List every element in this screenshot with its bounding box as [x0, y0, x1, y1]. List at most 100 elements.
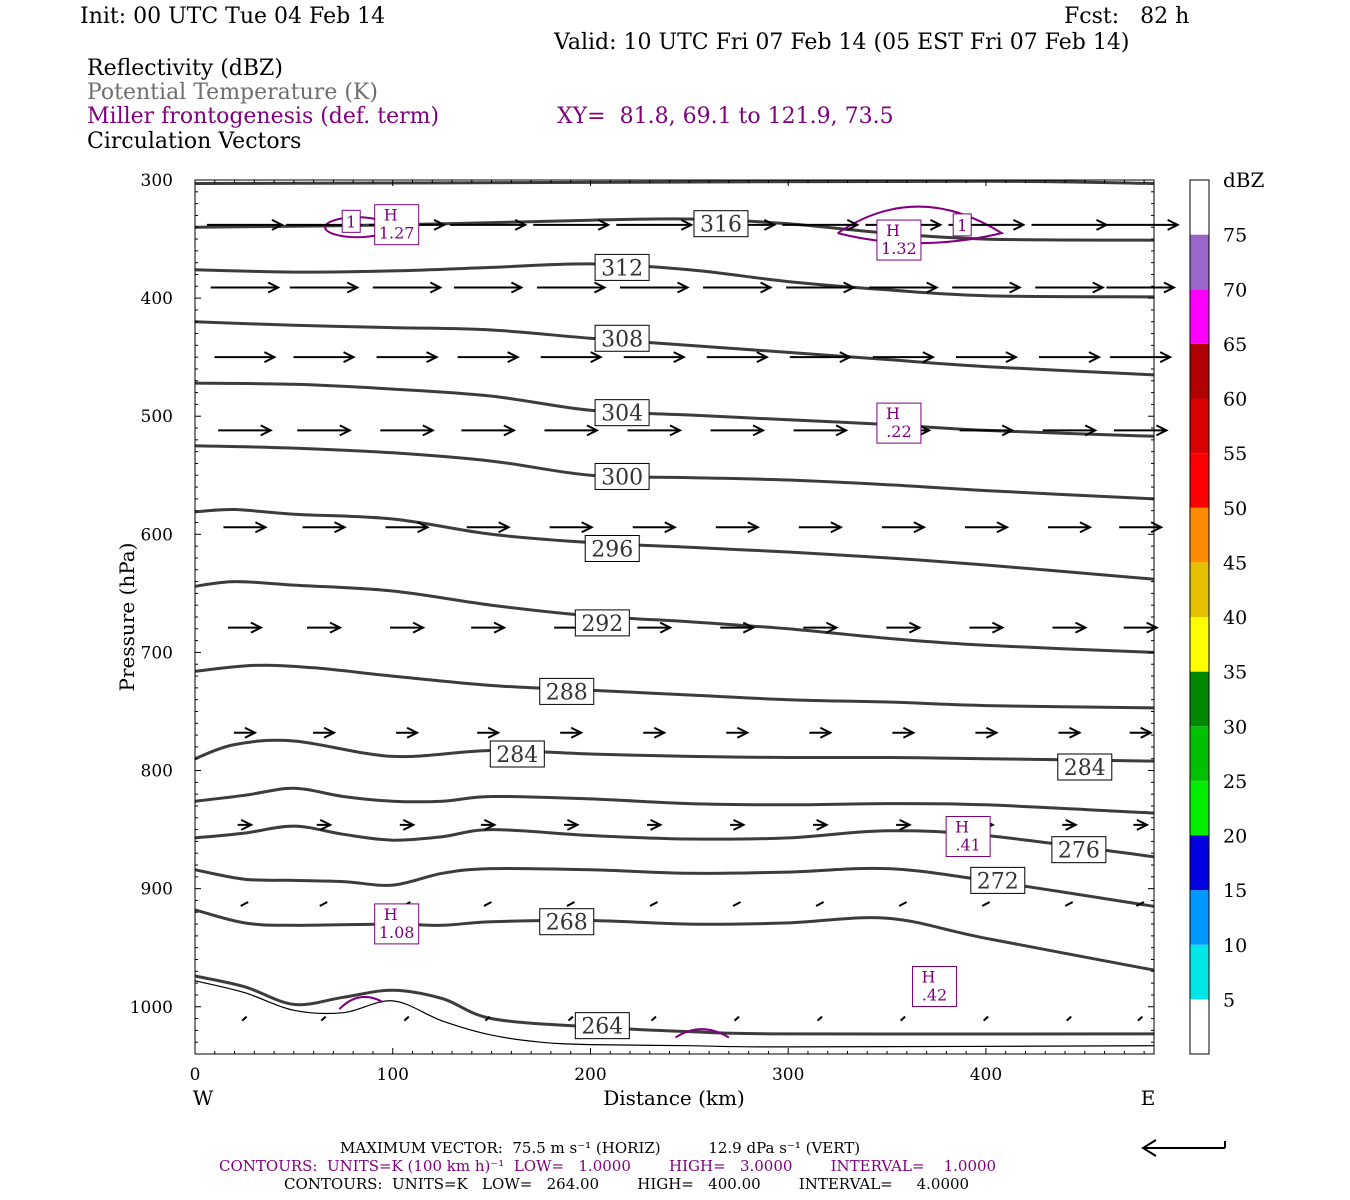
circulation-vector-head [254, 521, 268, 534]
theta-label: 292 [581, 612, 623, 637]
frontogenesis-high-value: 1.27 [379, 224, 415, 243]
circulation-vector-head [835, 424, 849, 437]
frontogenesis-high-value: .42 [922, 985, 947, 1004]
circulation-vector-head [339, 424, 353, 437]
colorbar-segment [1190, 890, 1209, 945]
circulation-vector-head [498, 521, 511, 534]
theta-contour-276 [194, 824, 1155, 859]
circulation-vector-head [760, 281, 773, 294]
circulation-vector-head [985, 726, 999, 739]
circulation-vector [650, 1015, 657, 1022]
y-tick-label: 800 [141, 762, 173, 782]
circulation-vector-head [1075, 621, 1088, 634]
x-tick-label: 0 [190, 1065, 201, 1085]
circulation-vector-head [593, 281, 607, 294]
circulation-vector-head [680, 218, 694, 231]
circulation-vector [983, 1015, 989, 1022]
circulation-vector-head [581, 521, 594, 534]
circulation-vector-head [570, 726, 584, 739]
legend-theta: Potential Temperature (K) [87, 80, 378, 105]
colorbar-label: 15 [1223, 880, 1247, 902]
contours-frontogenesis-info: CONTOURS: UNITS=K (100 km h)⁻¹ LOW= 1.00… [219, 1157, 997, 1175]
circulation-vector-head [926, 281, 939, 294]
circulation-vector [733, 1015, 740, 1022]
colorbar-label: 75 [1223, 225, 1247, 247]
theta-label-box [489, 740, 545, 768]
colorbar-label: 5 [1223, 989, 1235, 1011]
west-label: W [193, 1086, 214, 1110]
colorbar-label: 50 [1223, 498, 1247, 520]
circulation-vector-head [586, 424, 600, 437]
circulation-vector-head [1163, 281, 1177, 294]
theta-contour-308 [194, 320, 1155, 377]
circulation-vector-head [426, 351, 439, 364]
circulation-vector-head [343, 351, 356, 364]
frontogenesis-high-letter: H [955, 818, 969, 837]
circulation-vector [1066, 1015, 1072, 1022]
circulation-vector-head [271, 218, 285, 231]
colorbar-label: 55 [1223, 443, 1247, 465]
circulation-vector-head [673, 351, 686, 364]
circulation-vector [403, 1015, 410, 1022]
theta-label-box [594, 253, 650, 281]
init-time: Init: 00 UTC Tue 04 Feb 14 [80, 4, 386, 29]
circulation-vector-head [429, 281, 443, 294]
legend-frontogenesis: Miller frontogenesis (def. term) [87, 104, 440, 129]
colorbar-frame [1189, 179, 1210, 1055]
theta-contour-280 [194, 786, 1155, 815]
circulation-vector-head [1001, 424, 1015, 437]
circulation-vector-head [733, 818, 746, 831]
east-label: E [1141, 1086, 1156, 1110]
circulation-vector-head [742, 621, 756, 634]
theta-label: 316 [700, 213, 742, 238]
circulation-vector-head [752, 424, 766, 437]
x-tick-label: 200 [574, 1065, 606, 1085]
frontogenesis-high-letter: H [886, 404, 900, 423]
cross-section-endpoints: XY= 81.8, 69.1 to 121.9, 73.5 [557, 104, 894, 129]
circulation-vector-head [263, 351, 277, 364]
circulation-vector [240, 901, 249, 907]
circulation-vector-head [503, 424, 517, 437]
circulation-vector-head [240, 818, 254, 831]
circulation-vector-head [929, 218, 943, 231]
theta-label-box [594, 462, 650, 490]
frontogenesis-contour-label: 1 [346, 212, 356, 231]
valid-time: Valid: 10 UTC Fri 07 Feb 14 (05 EST Fri … [554, 30, 1130, 55]
circulation-vector [649, 901, 658, 907]
circulation-vector-head [756, 351, 770, 364]
colorbar-label: 30 [1223, 716, 1247, 738]
circulation-vector-head [507, 351, 520, 364]
circulation-vector-head [918, 424, 932, 437]
circulation-vector-head [422, 424, 436, 437]
frontogenesis-high-value: 1.32 [881, 239, 917, 258]
circulation-vector-head [1146, 621, 1159, 634]
circulation-vector-head [825, 621, 839, 634]
circulation-vector-head [487, 726, 501, 739]
circulation-vector-head [267, 281, 281, 294]
circulation-vector-head [996, 521, 1010, 534]
circulation-vector-head [566, 818, 580, 831]
x-tick-label: 400 [970, 1065, 1002, 1085]
frontogenesis-high-value: .41 [955, 836, 980, 855]
frontogenesis-high-box [876, 402, 922, 444]
theta-label: 304 [601, 402, 643, 427]
circulation-vector-head [1140, 726, 1153, 739]
circulation-vector-head [1092, 281, 1105, 294]
colorbar-label: 35 [1223, 662, 1247, 684]
frontogenesis-high-value: .22 [886, 422, 911, 441]
theta-label: 300 [601, 465, 643, 490]
colorbar-label: 20 [1223, 826, 1247, 848]
circulation-vector-head [1069, 726, 1082, 739]
circulation-vector-head [650, 818, 663, 831]
y-tick-label: 300 [141, 171, 173, 191]
circulation-vector [566, 901, 575, 907]
circulation-vector [241, 1015, 248, 1022]
theta-label-box [693, 210, 749, 238]
x-tick-label: 100 [377, 1065, 409, 1085]
circulation-vector-head [493, 621, 507, 634]
y-tick-label: 400 [141, 289, 173, 309]
theta-label-box [574, 1012, 630, 1040]
circulation-vector [319, 901, 328, 907]
circulation-vector-head [597, 218, 611, 231]
circulation-vector-head [747, 521, 761, 534]
